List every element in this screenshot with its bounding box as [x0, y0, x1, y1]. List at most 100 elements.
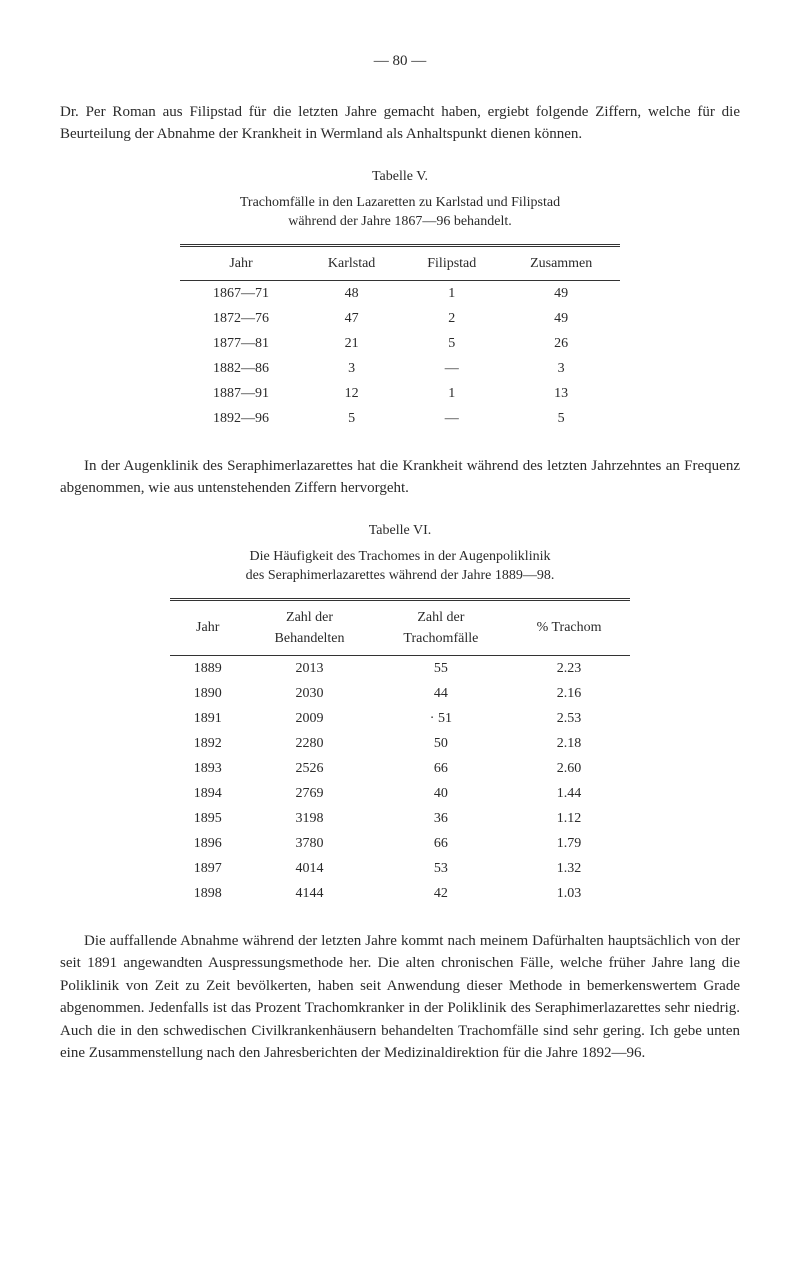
table-cell: 2280 — [245, 731, 373, 756]
table6: Jahr Zahl derBehandelten Zahl derTrachom… — [170, 598, 630, 906]
table6-head-jahr: Jahr — [170, 599, 245, 655]
table-cell: 21 — [302, 331, 401, 356]
table-cell: 5 — [502, 406, 620, 431]
table-row: 18963780661.79 — [170, 831, 630, 856]
table-row: 1892—965—5 — [180, 406, 620, 431]
table-cell: 44 — [374, 681, 508, 706]
table6-title: Die Häufigkeit des Trachomes in der Auge… — [60, 547, 740, 586]
table-cell: 53 — [374, 856, 508, 881]
table-cell: 26 — [502, 331, 620, 356]
table-row: 18984144421.03 — [170, 881, 630, 906]
table-cell: 3780 — [245, 831, 373, 856]
paragraph-2: In der Augenklinik des Seraphimerlazaret… — [60, 455, 740, 500]
table-cell: 1.44 — [508, 781, 630, 806]
table-cell: 42 — [374, 881, 508, 906]
table-cell: 1891 — [170, 706, 245, 731]
table-cell: 2769 — [245, 781, 373, 806]
table-cell: 1.12 — [508, 806, 630, 831]
table6-head-percent: % Trachom — [508, 599, 630, 655]
table-row: 18953198361.12 — [170, 806, 630, 831]
table-cell: 3198 — [245, 806, 373, 831]
table-row: 18974014531.32 — [170, 856, 630, 881]
table6-body: 18892013552.2318902030442.1618912009· 51… — [170, 655, 630, 906]
table5-title: Trachomfälle in den Lazaretten zu Karlst… — [60, 193, 740, 232]
table-row: 18942769401.44 — [170, 781, 630, 806]
table5: Jahr Karlstad Filipstad Zusammen 1867—71… — [180, 244, 620, 431]
table-cell: 4014 — [245, 856, 373, 881]
table-cell: 2.60 — [508, 756, 630, 781]
table-cell: — — [401, 356, 502, 381]
table-cell: 47 — [302, 306, 401, 331]
table-cell: 2009 — [245, 706, 373, 731]
table6-head-trachomfalle: Zahl derTrachomfälle — [374, 599, 508, 655]
table-cell: 1.79 — [508, 831, 630, 856]
table-cell: 1867—71 — [180, 280, 302, 306]
table-row: 1877—8121526 — [180, 331, 620, 356]
table-cell: 13 — [502, 381, 620, 406]
table5-head-zusammen: Zusammen — [502, 245, 620, 280]
table-row: 1882—863—3 — [180, 356, 620, 381]
table-row: 1872—7647249 — [180, 306, 620, 331]
table-row: 18932526662.60 — [170, 756, 630, 781]
table-cell: 66 — [374, 756, 508, 781]
table-cell: 1893 — [170, 756, 245, 781]
table-row: 18892013552.23 — [170, 655, 630, 681]
table-cell: 1877—81 — [180, 331, 302, 356]
table-cell: 5 — [302, 406, 401, 431]
table-cell: 50 — [374, 731, 508, 756]
table6-caption: Tabelle VI. — [60, 520, 740, 541]
table5-head-karlstad: Karlstad — [302, 245, 401, 280]
page-number: — 80 — — [60, 50, 740, 73]
table-cell: 48 — [302, 280, 401, 306]
table-cell: 1.03 — [508, 881, 630, 906]
table5-head-jahr: Jahr — [180, 245, 302, 280]
table-cell: 1898 — [170, 881, 245, 906]
table-row: 18922280502.18 — [170, 731, 630, 756]
table-cell: 2.23 — [508, 655, 630, 681]
table-cell: 2.53 — [508, 706, 630, 731]
table-cell: 1.32 — [508, 856, 630, 881]
table-cell: 1872—76 — [180, 306, 302, 331]
table-cell: 40 — [374, 781, 508, 806]
table-cell: 1889 — [170, 655, 245, 681]
table-cell: 1 — [401, 381, 502, 406]
table-cell: · 51 — [374, 706, 508, 731]
table-cell: 49 — [502, 280, 620, 306]
table-cell: 49 — [502, 306, 620, 331]
table-row: 18912009· 512.53 — [170, 706, 630, 731]
table5-caption: Tabelle V. — [60, 166, 740, 187]
table-cell: 1 — [401, 280, 502, 306]
table-cell: 1892—96 — [180, 406, 302, 431]
table-cell: 36 — [374, 806, 508, 831]
paragraph-3: Die auffallende Abnahme während der letz… — [60, 930, 740, 1065]
table-cell: 3 — [302, 356, 401, 381]
table-cell: 1890 — [170, 681, 245, 706]
table-cell: 3 — [502, 356, 620, 381]
table5-body: 1867—71481491872—76472491877—81215261882… — [180, 280, 620, 431]
table-cell: 1895 — [170, 806, 245, 831]
table-cell: 2.18 — [508, 731, 630, 756]
table-cell: 5 — [401, 331, 502, 356]
table-cell: 2526 — [245, 756, 373, 781]
table-cell: 2030 — [245, 681, 373, 706]
table-cell: 1882—86 — [180, 356, 302, 381]
table-cell: 12 — [302, 381, 401, 406]
table-cell: 2.16 — [508, 681, 630, 706]
paragraph-1: Dr. Per Roman aus Filipstad für die letz… — [60, 101, 740, 146]
table5-head-filipstad: Filipstad — [401, 245, 502, 280]
table-row: 18902030442.16 — [170, 681, 630, 706]
table-cell: 2 — [401, 306, 502, 331]
table-cell: 1897 — [170, 856, 245, 881]
table-cell: 66 — [374, 831, 508, 856]
table6-head-behandelten: Zahl derBehandelten — [245, 599, 373, 655]
table-cell: 2013 — [245, 655, 373, 681]
table-row: 1887—9112113 — [180, 381, 620, 406]
table-cell: 1892 — [170, 731, 245, 756]
table-cell: 4144 — [245, 881, 373, 906]
table-cell: 55 — [374, 655, 508, 681]
table-cell: — — [401, 406, 502, 431]
table-cell: 1894 — [170, 781, 245, 806]
table-cell: 1887—91 — [180, 381, 302, 406]
table-row: 1867—7148149 — [180, 280, 620, 306]
table-cell: 1896 — [170, 831, 245, 856]
